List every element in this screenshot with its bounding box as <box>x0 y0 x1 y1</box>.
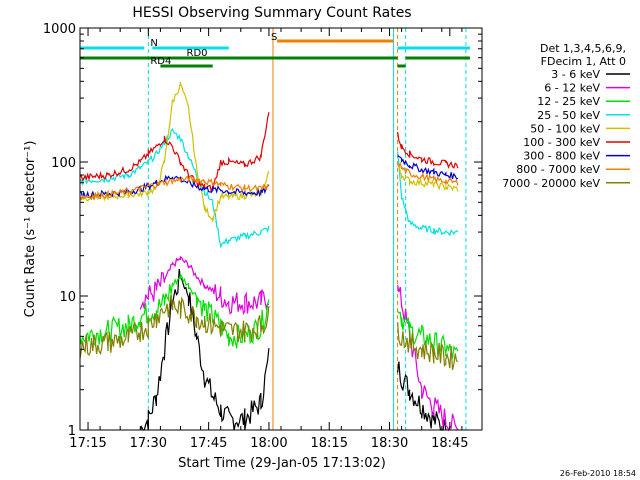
observing-flags: N S RD0 RD4 <box>80 32 470 68</box>
x-tick-label-6: 18:45 <box>431 436 468 451</box>
legend-label-5: 100 - 300 keV <box>523 136 600 149</box>
legend-label-7: 800 - 7000 keV <box>516 163 600 176</box>
legend-label-3: 25 - 50 keV <box>537 109 600 122</box>
flag-s-label: S <box>271 32 277 43</box>
time-markers <box>79 28 467 430</box>
x-axis-label: Start Time (29-Jan-05 17:13:02) <box>178 456 386 471</box>
series-group <box>79 81 459 432</box>
y-tick-label-3: 1000 <box>43 22 76 37</box>
y-tick-label-2: 100 <box>51 156 76 171</box>
series-line-2 <box>79 272 459 359</box>
series-line-0 <box>139 268 447 431</box>
series-line-1 <box>139 255 459 432</box>
x-tick-label-5: 18:30 <box>371 436 408 451</box>
series-line-4 <box>79 81 459 222</box>
x-tick-label-3: 18:00 <box>250 436 287 451</box>
x-tick-label-1: 17:30 <box>130 436 167 451</box>
chart-title: HESSI Observing Summary Count Rates <box>132 5 411 21</box>
footer-date: 26-Feb-2010 18:54 <box>560 469 636 478</box>
y-axis: 1 10 100 1000 <box>43 22 482 439</box>
flag-n-label: N <box>150 38 157 49</box>
series-line-7 <box>79 161 459 201</box>
series-line-6 <box>79 154 459 200</box>
y-tick-label-1: 10 <box>59 290 76 305</box>
x-tick-label-2: 17:45 <box>190 436 227 451</box>
legend-label-6: 300 - 800 keV <box>523 150 600 163</box>
y-axis-label: Count Rate (s⁻¹ detector⁻¹) <box>23 141 38 318</box>
legend-label-1: 6 - 12 keV <box>544 82 600 95</box>
legend-label-8: 7000 - 20000 keV <box>502 177 600 190</box>
legend-label-4: 50 - 100 keV <box>530 122 600 135</box>
flag-rd4-label: RD4 <box>150 56 171 67</box>
legend-header-0: Det 1,3,4,5,6,9, <box>540 42 626 55</box>
x-axis: 17:15 17:30 17:45 18:00 18:15 18:30 18:45 <box>69 28 483 451</box>
legend-header-1: FDecim 1, Att 0 <box>541 55 626 68</box>
x-tick-label-0: 17:15 <box>69 436 106 451</box>
legend: Det 1,3,4,5,6,9,FDecim 1, Att 03 - 6 keV… <box>502 42 630 190</box>
legend-label-2: 12 - 25 keV <box>537 95 600 108</box>
y-tick-label-0: 1 <box>68 424 76 439</box>
series-line-3 <box>79 127 459 248</box>
series-line-8 <box>79 294 459 371</box>
flag-rd0-label: RD0 <box>187 48 208 59</box>
x-tick-label-4: 18:15 <box>311 436 348 451</box>
series-line-5 <box>79 112 459 194</box>
legend-label-0: 3 - 6 keV <box>551 68 600 81</box>
